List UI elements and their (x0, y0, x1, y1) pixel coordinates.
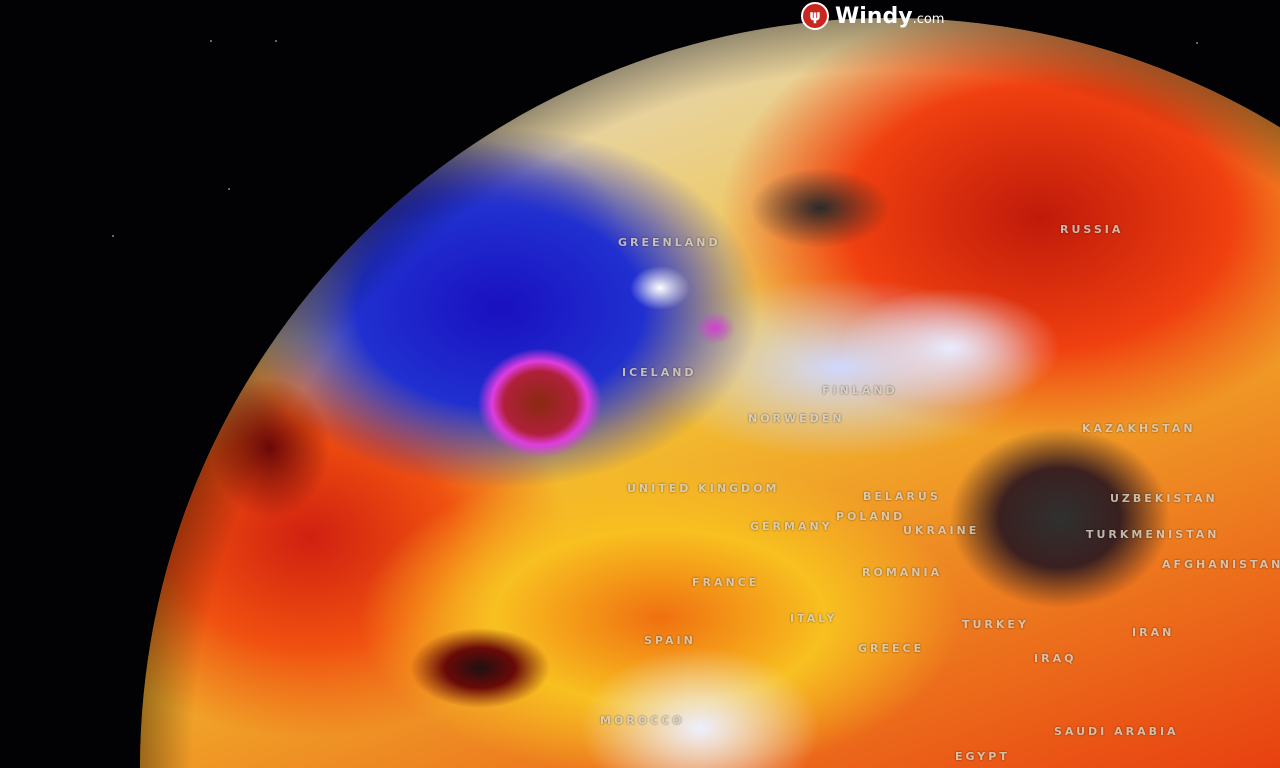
label-morocco: MOROCCO (600, 714, 685, 727)
label-germany: GERMANY (750, 520, 833, 533)
label-iceland: ICELAND (622, 366, 697, 379)
label-france: FRANCE (692, 576, 760, 589)
windy-logo-icon: 𝛙 (801, 2, 829, 30)
windy-logo-text: Windy.com (835, 4, 944, 29)
label-spain: SPAIN (644, 634, 696, 647)
label-greenland: GREENLAND (618, 236, 721, 249)
label-iran: IRAN (1132, 626, 1175, 639)
windy-logo[interactable]: 𝛙 Windy.com (801, 2, 944, 30)
star (210, 40, 212, 42)
label-turkey: TURKEY (962, 618, 1029, 631)
label-turkmenistan: TURKMENISTAN (1086, 528, 1220, 541)
label-afghanistan: AFGHANISTAN (1162, 558, 1280, 571)
brand-name: Windy (835, 3, 913, 29)
star (275, 40, 277, 42)
label-romania: ROMANIA (862, 566, 943, 579)
label-norway-sweden: NORWEDEN (748, 412, 845, 425)
star (112, 235, 114, 237)
label-united-kingdom: UNITED KINGDOM (627, 482, 780, 495)
label-ukraine: UKRAINE (903, 524, 980, 537)
label-iraq: IRAQ (1034, 652, 1077, 665)
label-saudi-arabia: SAUDI ARABIA (1054, 725, 1179, 738)
label-poland: POLAND (836, 510, 906, 523)
weather-globe[interactable] (140, 18, 1280, 768)
label-finland: FINLAND (822, 384, 898, 397)
label-kazakhstan: KAZAKHSTAN (1082, 422, 1196, 435)
label-greece: GREECE (858, 642, 925, 655)
brand-suffix: .com (912, 11, 945, 27)
label-russia: RUSSIA (1060, 223, 1124, 236)
label-belarus: BELARUS (863, 490, 941, 503)
star (1196, 42, 1198, 44)
label-egypt: EGYPT (955, 750, 1010, 763)
label-italy: ITALY (790, 612, 838, 625)
label-uzbekistan: UZBEKISTAN (1110, 492, 1218, 505)
star (228, 188, 230, 190)
